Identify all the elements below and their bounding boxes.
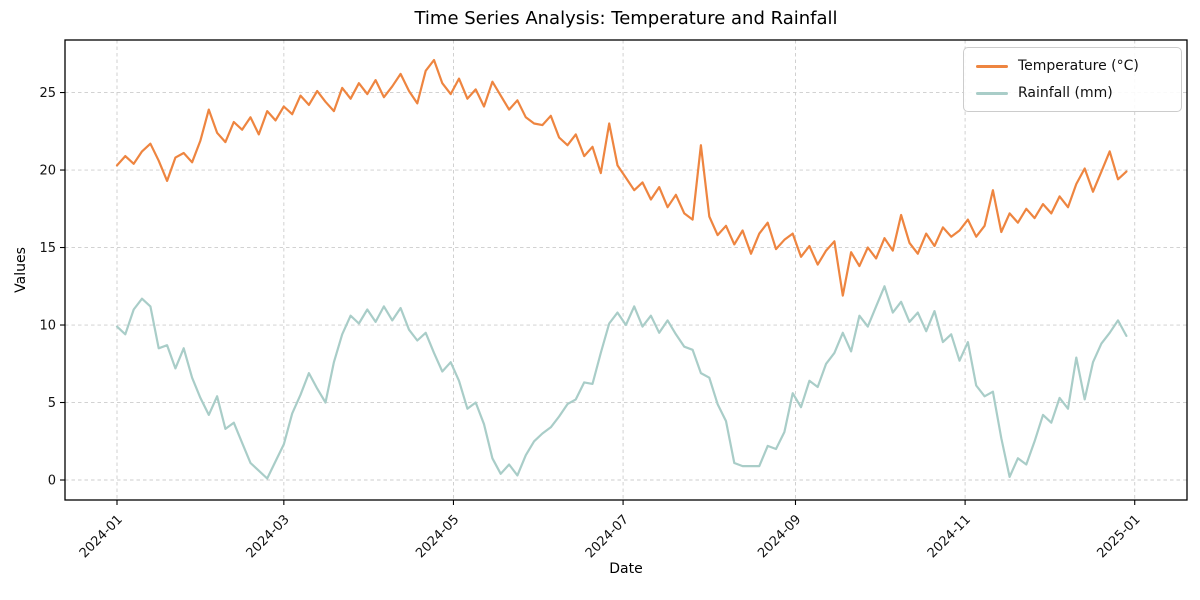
x-tick-label: 2024-03 bbox=[244, 512, 293, 561]
legend-item-temperature: Temperature (°C) bbox=[976, 58, 1169, 74]
rainfall-line bbox=[115, 285, 1128, 480]
y-tick-label: 20 bbox=[39, 164, 56, 179]
y-tick-label: 25 bbox=[39, 86, 56, 101]
y-tick-label: 15 bbox=[39, 241, 56, 256]
legend: Temperature (°C) Rainfall (mm) bbox=[963, 47, 1182, 112]
y-tick-label: 5 bbox=[48, 396, 56, 411]
x-tick-label: 2024-05 bbox=[413, 512, 462, 561]
legend-item-rainfall: Rainfall (mm) bbox=[976, 85, 1169, 101]
chart-title: Time Series Analysis: Temperature and Ra… bbox=[414, 8, 838, 29]
temperature-line-swatch bbox=[976, 64, 1008, 68]
rainfall-line-swatch bbox=[976, 91, 1008, 95]
x-tick-label: 2025-01 bbox=[1095, 512, 1144, 561]
x-tick-label: 2024-09 bbox=[755, 512, 804, 561]
y-tick-label: 0 bbox=[48, 474, 56, 489]
plot-frame bbox=[64, 39, 1188, 501]
x-tick-label: 2024-11 bbox=[925, 512, 974, 561]
y-axis-label: Values bbox=[13, 247, 29, 293]
y-tick-label: 10 bbox=[39, 319, 56, 334]
temperature-line bbox=[115, 58, 1128, 297]
legend-label-rainfall: Rainfall (mm) bbox=[1018, 85, 1113, 101]
legend-label-temperature: Temperature (°C) bbox=[1018, 58, 1139, 74]
x-tick-label: 2024-07 bbox=[583, 512, 632, 561]
x-tick-label: 2024-01 bbox=[77, 512, 126, 561]
x-axis-label: Date bbox=[609, 561, 643, 577]
